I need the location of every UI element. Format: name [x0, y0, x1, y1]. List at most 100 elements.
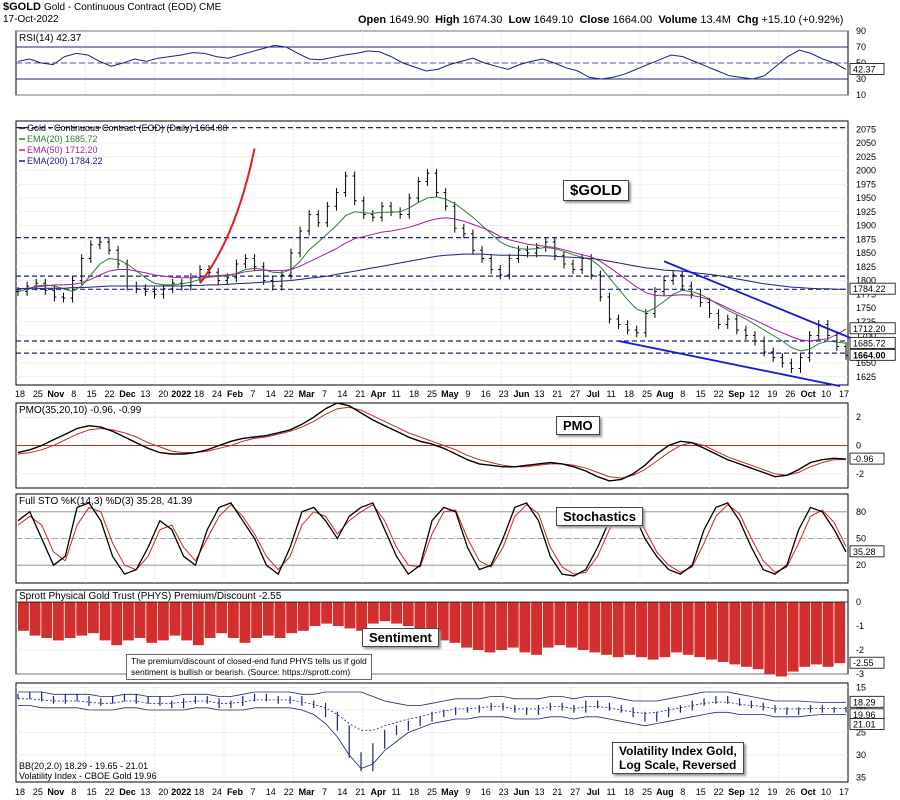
price-y-tick-label: 1850: [856, 248, 876, 258]
sentiment-bar: [181, 602, 193, 641]
price-x-tick-label: 8: [71, 389, 76, 399]
price-y-tick-label: 1625: [856, 372, 876, 382]
sent-y-tick-label: -1: [856, 621, 864, 631]
price-y-tick-label: 1900: [856, 221, 876, 231]
chart-header: $GOLD Gold - Continuous Contract (EOD) C…: [3, 1, 221, 13]
vol-x-tick-label: 7: [322, 787, 327, 797]
sentiment-bar: [706, 602, 717, 660]
price-x-tick-label: 22: [714, 389, 724, 399]
price-right-label-box: [849, 336, 896, 349]
vol-legend-bb: BB(20,2.0) 18.29 - 19.65 - 21.01: [19, 761, 148, 771]
sentiment-bar: [286, 602, 298, 634]
vol-x-tick-label: 19: [767, 787, 777, 797]
price-x-tick-label: 27: [570, 389, 580, 399]
price-x-tick-label: Jun: [514, 389, 530, 399]
sentiment-last-value: -2.55: [853, 658, 874, 668]
sentiment-bar: [741, 602, 752, 667]
vol-x-tick-label: 21: [355, 787, 365, 797]
chart-date: 17-Oct-2022: [3, 14, 59, 25]
rsi-y-tick-label: 70: [856, 42, 866, 52]
instrument-name: Gold - Continuous Contract (EOD) CME: [43, 2, 222, 13]
vol-x-tick-label: 14: [266, 787, 276, 797]
sto-legend: Full STO %K(14,3) %D(3) 35.28, 41.39: [19, 496, 193, 507]
pmo-legend: PMO(35,20,10) -0.96, -0.99: [19, 405, 142, 416]
rsi-y-tick-label: 90: [856, 26, 866, 36]
sentiment-legend: Sprott Physical Gold Trust (PHYS) Premiu…: [19, 591, 282, 602]
vol-x-tick-label: Aug: [656, 787, 674, 797]
sto-last-value-box: [849, 545, 885, 558]
sentiment-bar: [157, 602, 169, 641]
sentiment-bar: [799, 602, 811, 667]
sentiment-bar: [437, 602, 449, 641]
vol-x-tick-label: 7: [250, 787, 255, 797]
sentiment-bar: [822, 602, 834, 667]
vol-x-tick-label: 22: [714, 787, 724, 797]
sto-y-tick-label: 50: [856, 534, 866, 544]
ema50-line: [17, 217, 847, 342]
sentiment-bar: [87, 602, 99, 634]
vol-bb-lower-label: 21.01: [853, 720, 876, 730]
sentiment-bar: [99, 602, 111, 641]
vol-bb-lower-label-box: [849, 718, 885, 730]
price-x-tick-label: 18: [409, 389, 419, 399]
sentiment-bar: [717, 602, 729, 662]
vol-bb-upper-label: 18.29: [853, 697, 876, 707]
sent-y-tick-label: -3: [856, 669, 864, 679]
price-x-tick-label: 19: [767, 389, 777, 399]
price-x-tick-label: 23: [499, 389, 509, 399]
bb-lower-line: [18, 705, 846, 769]
price-x-tick-label: Feb: [227, 389, 244, 399]
close-price-flag-box: [849, 348, 896, 361]
vol-x-tick-label: Sep: [728, 787, 745, 797]
sentiment-bar: [41, 602, 53, 638]
sentiment-bar: [367, 602, 379, 624]
vol-x-tick-label: 13: [140, 787, 150, 797]
rsi-y-tick-label: 50: [856, 58, 866, 68]
vol-y-tick-label: 35: [856, 773, 866, 783]
price-x-tick-label: 11: [606, 389, 615, 399]
vol-y-tick-label: 15: [856, 683, 866, 693]
sentiment-bar: [29, 602, 41, 636]
sentiment-bar: [507, 602, 519, 648]
vol-x-tick-label: 15: [696, 787, 706, 797]
vol-x-tick-label: 11: [392, 787, 401, 797]
sentiment-note: The premium/discount of closed-end fund …: [126, 654, 372, 680]
sto-y-tick-label: 80: [856, 507, 866, 517]
vol-x-tick-label: 17: [839, 787, 849, 797]
vol-x-tick-label: 16: [481, 787, 491, 797]
price-x-tick-label: May: [441, 389, 459, 399]
vol-x-tick-label: Dec: [119, 787, 136, 797]
vol-legend-index: Volatility Index - CBOE Gold 19.96: [19, 771, 157, 781]
pmo-signal-line: [17, 406, 847, 479]
price-y-tick-label: 2000: [856, 166, 876, 176]
sentiment-bar: [682, 602, 694, 655]
price-y-tick-label: 1725: [856, 317, 876, 327]
vol-bb-upper-label-box: [849, 695, 885, 708]
sentiment-bar: [636, 602, 647, 658]
sentiment-bar: [332, 602, 344, 626]
sentiment-bar: [251, 602, 263, 638]
sentiment-bar: [169, 602, 181, 636]
volume-value: 13.4M: [700, 14, 731, 26]
price-legend-entry: EMA(50) 1712.20: [27, 145, 98, 155]
vol-x-tick-label: May: [441, 787, 459, 797]
sentiment-bar: [204, 602, 216, 638]
vol-x-tick-label: 27: [570, 787, 580, 797]
sentiment-bar: [484, 602, 496, 653]
price-x-tick-label: 15: [87, 389, 97, 399]
sentiment-bar: [811, 602, 822, 665]
sentiment-bar: [671, 602, 682, 653]
price-y-tick-label: 1925: [856, 207, 876, 217]
price-legend-entry: Gold - Continuous Contract (EOD) (Daily)…: [27, 123, 228, 133]
rsi-legend: RSI(14) 42.37: [19, 33, 82, 44]
price-y-tick-label: 1700: [856, 331, 876, 341]
pmo-last-value-box: [849, 452, 885, 465]
vol-x-tick-label: Nov: [47, 787, 64, 797]
price-x-tick-label: 25: [427, 389, 437, 399]
price-y-tick-label: 1975: [856, 179, 876, 189]
price-right-label-box: [849, 282, 896, 295]
vol-x-tick-label: 18: [194, 787, 204, 797]
sto-d-line: [17, 503, 847, 575]
pmo-y-tick-label: -2: [856, 469, 864, 479]
vol-x-tick-label: 18: [624, 787, 634, 797]
